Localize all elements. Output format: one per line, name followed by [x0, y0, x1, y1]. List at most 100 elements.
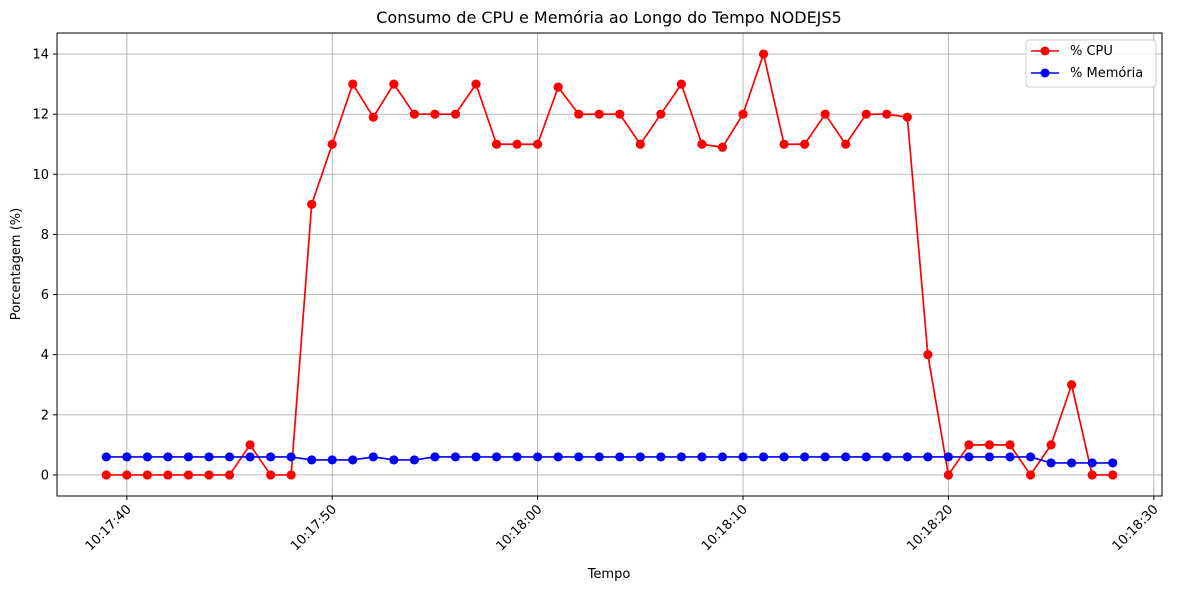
data-point [204, 452, 214, 462]
data-point [1087, 470, 1097, 480]
data-point [1005, 452, 1015, 462]
legend-label-memoria: % Memória [1070, 66, 1143, 81]
data-point [307, 199, 317, 209]
data-point [697, 139, 707, 149]
legend-marker-cpu [1040, 46, 1050, 56]
x-tick-label: 10:18:00 [494, 502, 546, 554]
data-point [841, 452, 851, 462]
data-point [142, 470, 152, 480]
data-point [1108, 470, 1118, 480]
data-point [491, 452, 502, 462]
data-point [266, 452, 276, 462]
y-tick-label: 14 [32, 48, 49, 63]
data-point [635, 139, 645, 149]
x-tick-label: 10:18:30 [1110, 502, 1162, 554]
data-point [142, 452, 152, 462]
data-point [1067, 380, 1077, 390]
y-tick-label: 4 [41, 348, 49, 363]
data-point [348, 79, 358, 89]
data-point [533, 452, 543, 462]
data-point [409, 109, 419, 119]
data-point [348, 455, 358, 465]
data-point [307, 455, 317, 465]
data-point [738, 109, 748, 119]
x-tick-label: 10:17:40 [83, 502, 135, 554]
data-point [389, 79, 399, 89]
series-1 [101, 452, 1118, 468]
data-point [964, 452, 974, 462]
y-tick-label: 8 [41, 228, 49, 243]
data-point [984, 440, 995, 450]
data-point [758, 49, 769, 59]
data-point [882, 452, 892, 462]
data-point [820, 452, 830, 462]
data-point [779, 452, 789, 462]
data-point [266, 470, 276, 480]
legend-label-cpu: % CPU [1070, 44, 1113, 59]
y-tick-label: 0 [41, 468, 49, 483]
y-tick-label: 12 [32, 108, 49, 123]
data-point [553, 452, 563, 462]
data-point [224, 452, 235, 462]
chart-title: Consumo de CPU e Memória ao Longo do Tem… [376, 8, 841, 27]
series-line [106, 53, 1113, 476]
data-point [923, 350, 933, 360]
data-point [245, 452, 255, 462]
x-tick-label: 10:17:50 [288, 502, 340, 554]
data-point [491, 139, 502, 149]
x-tick-label: 10:18:20 [904, 502, 956, 554]
data-point [1005, 440, 1015, 450]
data-point [553, 82, 563, 92]
data-point [224, 470, 235, 480]
data-point [820, 109, 830, 119]
data-point [758, 452, 769, 462]
data-point [512, 452, 522, 462]
data-point [656, 109, 666, 119]
data-point [717, 452, 728, 462]
data-point [1087, 458, 1097, 468]
data-point [450, 109, 461, 119]
data-point [1046, 458, 1056, 468]
ticks: 0 2 4 6 8 10 12 14 10:17:40 10:17:50 10:18:00 10:18… [32, 48, 1161, 555]
data-point [389, 455, 399, 465]
data-point [943, 470, 953, 480]
data-point [471, 79, 481, 89]
data-point [471, 452, 481, 462]
data-point [286, 470, 296, 480]
data-point [204, 470, 214, 480]
data-point [430, 452, 440, 462]
data-point [779, 139, 789, 149]
data-point [902, 452, 912, 462]
data-point [676, 452, 686, 462]
data-point [717, 142, 728, 152]
y-axis-label: Porcentagem (%) [9, 208, 24, 320]
data-point [1108, 458, 1118, 468]
data-point [163, 452, 173, 462]
y-tick-label: 10 [32, 168, 49, 183]
data-point [574, 452, 584, 462]
data-point [738, 452, 748, 462]
data-point [615, 109, 625, 119]
data-point [574, 109, 584, 119]
data-point [984, 452, 995, 462]
data-point [861, 452, 871, 462]
data-point [1046, 440, 1056, 450]
legend-marker-memoria [1040, 68, 1050, 78]
data-point [122, 452, 132, 462]
data-point [368, 452, 378, 462]
data-point [594, 109, 604, 119]
data-point [943, 452, 953, 462]
data-point [512, 139, 522, 149]
data-point [635, 452, 645, 462]
data-point [286, 452, 296, 462]
data-point [533, 139, 543, 149]
data-point [101, 452, 111, 462]
data-point [450, 452, 461, 462]
data-point [615, 452, 625, 462]
data-point [697, 452, 707, 462]
data-point [800, 139, 810, 149]
data-point [101, 470, 111, 480]
data-point [861, 109, 871, 119]
